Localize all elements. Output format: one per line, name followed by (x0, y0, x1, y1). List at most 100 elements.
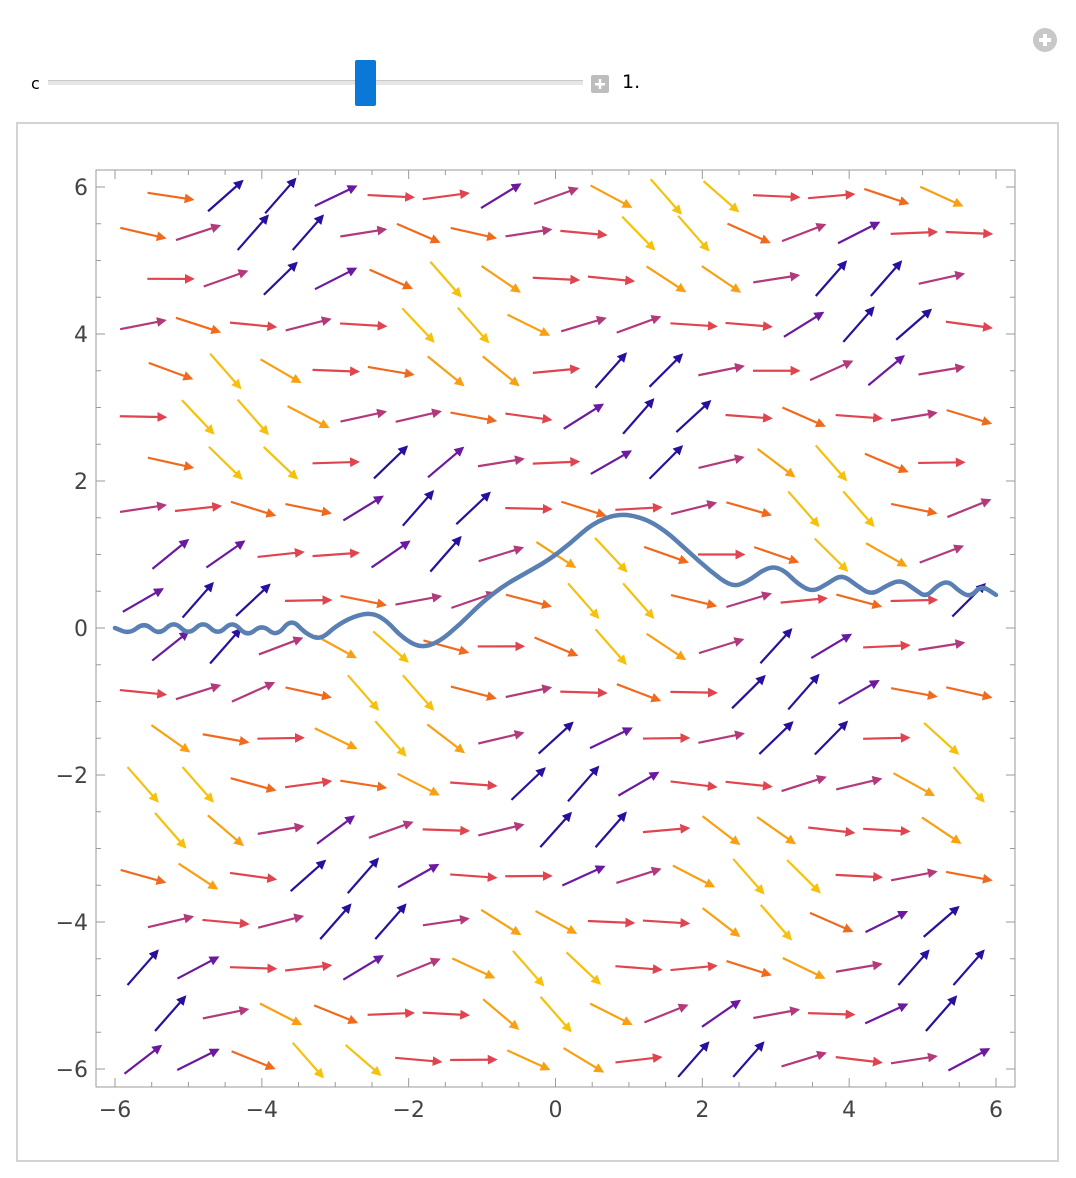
field-arrow (257, 913, 305, 929)
field-arrow (952, 766, 985, 803)
field-arrow (781, 406, 826, 428)
field-arrow (119, 501, 167, 514)
field-arrow (505, 503, 553, 514)
field-arrow (236, 398, 269, 436)
field-arrow (782, 957, 826, 979)
plus-square-icon[interactable] (591, 75, 609, 93)
field-arrow (838, 679, 880, 705)
field-arrow (427, 446, 465, 479)
field-arrow (594, 537, 628, 573)
field-arrow (864, 910, 909, 934)
field-arrow (890, 1052, 938, 1065)
field-arrow (396, 222, 441, 244)
y-tick-label: 2 (74, 470, 88, 495)
field-arrow (642, 823, 691, 834)
field-arrow (367, 365, 415, 379)
field-arrow (698, 637, 745, 655)
field-arrow (835, 775, 883, 791)
field-arrow (842, 490, 875, 528)
field-arrow (781, 222, 827, 243)
field-arrow (533, 186, 579, 205)
field-arrow (367, 191, 416, 202)
field-arrow (616, 866, 662, 885)
field-arrow (319, 903, 352, 940)
field-arrow (670, 687, 718, 698)
field-arrow (314, 185, 358, 208)
field-arrow (505, 225, 553, 238)
field-arrow (560, 315, 607, 333)
field-arrow (701, 907, 741, 938)
vector-field (119, 177, 994, 1079)
field-arrow (339, 320, 388, 331)
field-arrow (344, 1044, 382, 1077)
slider-control: c 1. (0, 58, 1076, 108)
field-arrow (675, 399, 712, 433)
field-arrow (119, 688, 168, 699)
field-arrow (119, 317, 167, 331)
field-arrow (401, 307, 435, 343)
field-arrow (646, 632, 687, 661)
plus-circle-icon[interactable] (1032, 27, 1058, 53)
field-arrow (175, 223, 222, 242)
field-arrow (450, 872, 498, 883)
field-arrow (594, 352, 628, 389)
field-arrow (208, 445, 243, 480)
field-arrow (397, 863, 440, 889)
field-arrow (539, 811, 573, 848)
slider-thumb[interactable] (355, 60, 376, 106)
field-arrow (865, 542, 908, 567)
field-arrow (670, 320, 718, 331)
field-arrow (209, 627, 242, 665)
field-arrow (340, 594, 388, 609)
field-arrow (285, 686, 332, 701)
slider-track[interactable] (48, 80, 583, 85)
field-arrow (259, 1002, 303, 1026)
field-arrow (151, 538, 190, 570)
field-arrow (562, 1047, 605, 1073)
field-arrow (346, 674, 380, 711)
field-arrow (615, 1053, 663, 1064)
field-arrow (284, 961, 333, 972)
field-arrow (863, 187, 910, 206)
field-arrow (921, 816, 962, 844)
field-arrow (422, 825, 471, 836)
field-arrow (312, 548, 360, 559)
field-arrow (731, 674, 766, 710)
field-arrow (945, 870, 993, 884)
field-arrow (923, 722, 960, 755)
field-arrow (202, 1006, 250, 1020)
field-arrow (257, 822, 305, 835)
field-arrow (482, 355, 520, 387)
field-arrow (231, 1050, 276, 1070)
field-arrow (202, 918, 250, 929)
field-arrow (369, 268, 413, 290)
field-arrow (670, 500, 718, 516)
field-arrow (945, 320, 993, 332)
field-arrow (176, 1048, 220, 1072)
field-arrow (202, 733, 250, 746)
field-arrow (181, 399, 215, 435)
field-arrow (567, 765, 600, 803)
field-arrow (482, 998, 520, 1030)
field-arrow (753, 546, 800, 564)
field-arrow (842, 306, 875, 343)
field-arrow (648, 445, 684, 480)
field-arrow (863, 640, 911, 651)
field-arrow (395, 1056, 443, 1067)
field-arrow (589, 1002, 633, 1026)
field-arrow (835, 871, 884, 882)
field-arrow (207, 179, 244, 213)
field-arrow (395, 592, 443, 606)
field-arrow (230, 777, 277, 793)
field-arrow (285, 502, 332, 517)
field-arrow (947, 1048, 991, 1072)
field-arrow (677, 215, 710, 252)
field-arrow (314, 267, 358, 291)
field-arrow (480, 183, 522, 209)
field-arrow (952, 949, 985, 986)
slider-value: 1. (622, 71, 641, 93)
field-arrow (616, 683, 662, 703)
field-arrow (725, 780, 773, 791)
field-arrow (373, 445, 409, 480)
x-tick-label: 2 (695, 1098, 709, 1123)
